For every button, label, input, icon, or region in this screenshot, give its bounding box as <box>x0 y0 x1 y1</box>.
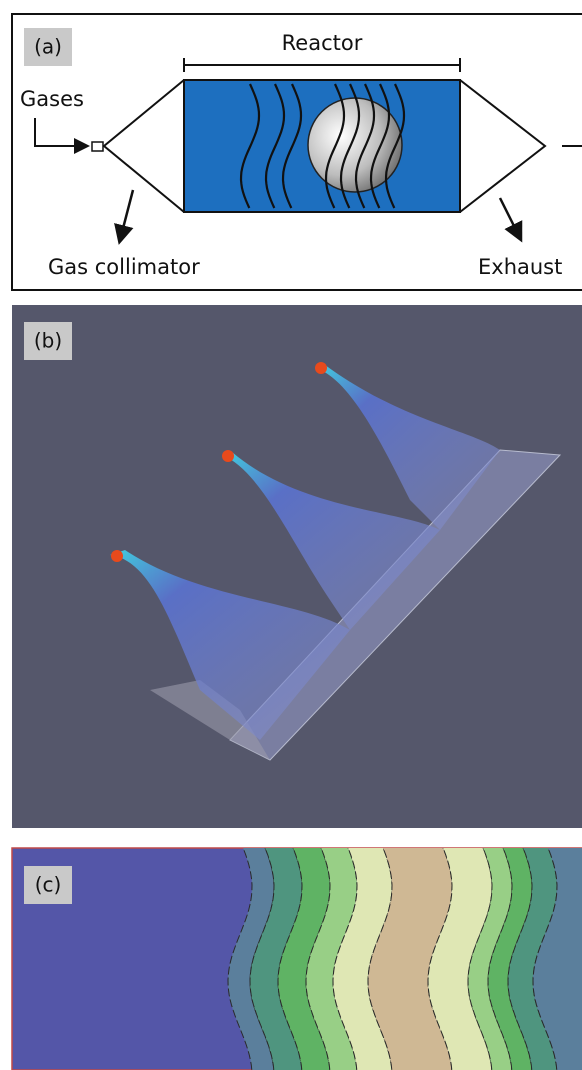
wave <box>339 83 361 209</box>
panel-label: (a) <box>34 35 62 59</box>
exhaust-label: Exhaust <box>478 255 562 279</box>
hot-spot <box>315 362 327 374</box>
panel-frame <box>12 305 582 828</box>
fin <box>222 452 440 630</box>
wave <box>264 83 286 209</box>
slab <box>150 680 270 760</box>
arrow <box>114 189 135 245</box>
hot-spot <box>222 450 234 462</box>
label-box <box>24 866 72 904</box>
contour-band <box>305 848 358 1070</box>
contour-band <box>367 848 453 1070</box>
contour-band <box>249 848 303 1070</box>
panel-c: (c) <box>11 847 582 1070</box>
wave <box>239 83 261 209</box>
wave <box>354 83 376 209</box>
reactor-label: Reactor <box>282 31 363 55</box>
contour-band <box>277 848 331 1070</box>
contours <box>227 848 582 1070</box>
fin <box>110 550 350 740</box>
label-box <box>24 28 72 66</box>
cones <box>102 79 547 213</box>
panel-label: (c) <box>35 873 62 897</box>
hot-spot <box>111 550 123 562</box>
inlet <box>91 141 104 152</box>
wave <box>384 83 406 209</box>
reactor-bracket <box>183 58 461 72</box>
arrow <box>498 197 523 243</box>
label-box <box>24 322 72 360</box>
wave <box>324 83 346 209</box>
panel-a: (a) Reactor Gases Gas collimator Exhaust <box>11 13 582 291</box>
waves <box>239 83 406 209</box>
collimator-label: Gas collimator <box>48 255 200 279</box>
contour-band <box>427 848 493 1070</box>
wave <box>369 83 391 209</box>
gases-label: Gases <box>20 87 84 111</box>
fin <box>316 365 500 530</box>
arrow <box>34 118 90 154</box>
contour-band <box>532 848 582 1070</box>
wave <box>281 83 303 209</box>
panel-b: (b) <box>12 305 582 828</box>
panel-label: (b) <box>34 329 62 353</box>
